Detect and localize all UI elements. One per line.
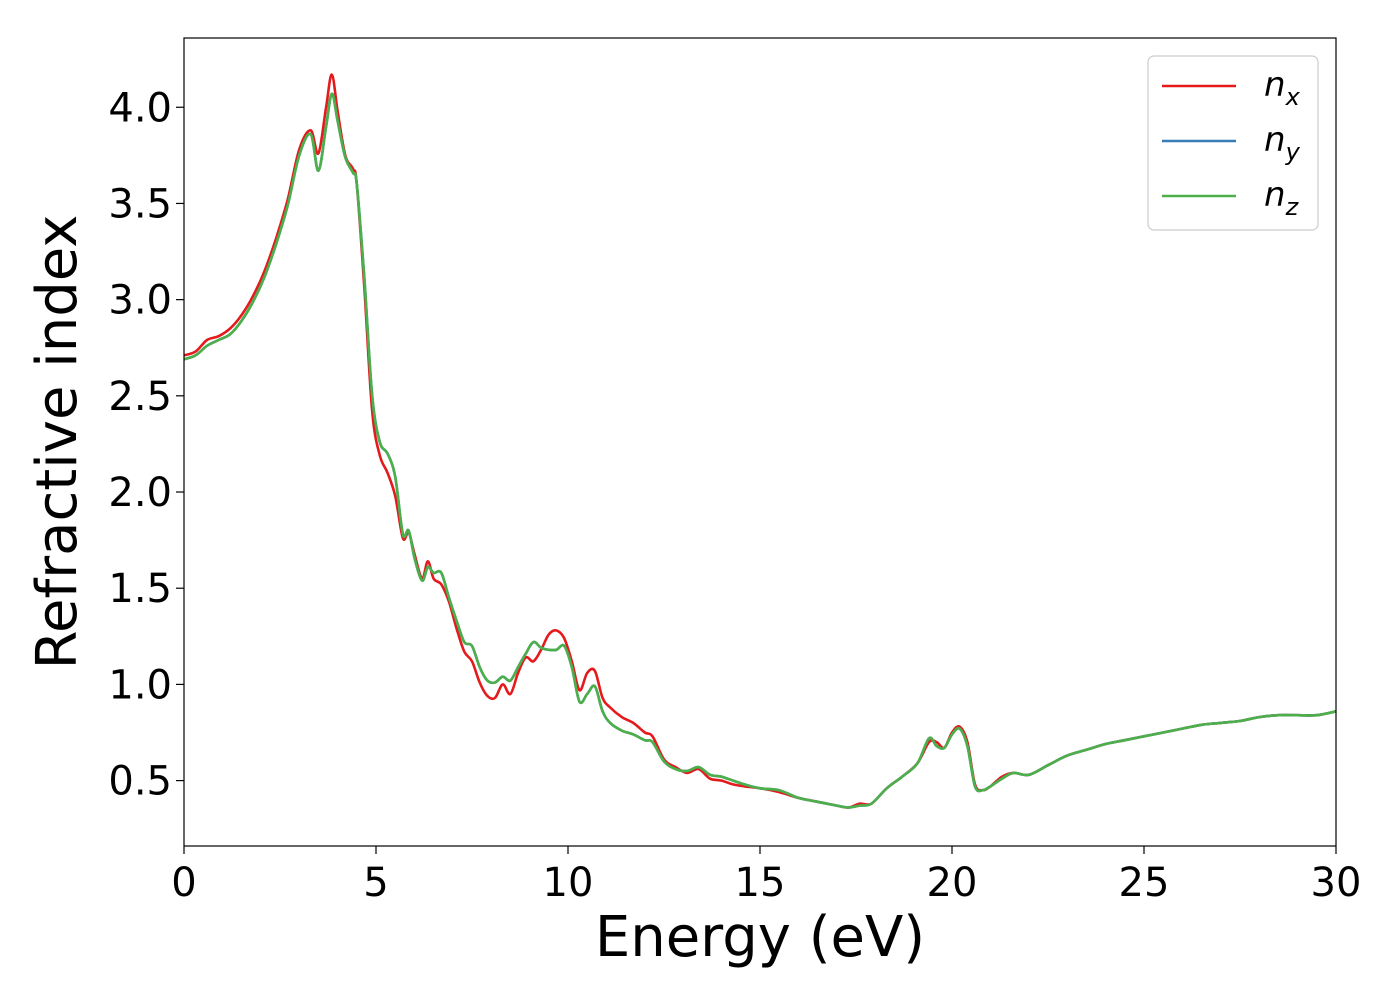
- x-axis-ticks: 0 5 10 15 20 25 30: [171, 846, 1361, 906]
- series-line-nz: [183, 92, 1337, 809]
- x-tick-label: 10: [543, 860, 594, 906]
- x-tick-label: 30: [1311, 860, 1362, 906]
- x-tick-label: 5: [363, 860, 388, 906]
- series-lines: [183, 73, 1337, 809]
- y-tick-label: 3.0: [108, 278, 172, 324]
- legend-entry-nz: nz: [1264, 175, 1300, 221]
- y-tick-label: 1.5: [108, 566, 172, 612]
- y-tick-label: 3.5: [108, 181, 172, 227]
- y-tick-label: 2.5: [108, 374, 172, 420]
- y-axis-ticks: 0.5 1.0 1.5 2.0 2.5 3.0 3.5 4.0: [108, 85, 184, 805]
- x-tick-label: 0: [171, 860, 196, 906]
- x-tick-label: 15: [735, 860, 786, 906]
- y-tick-label: 2.0: [108, 470, 172, 516]
- legend-entry-nx: nx: [1264, 65, 1301, 111]
- legend-box: [1147, 55, 1319, 231]
- x-tick-label: 20: [927, 860, 978, 906]
- y-axis-label: Refractive index: [25, 215, 90, 670]
- legend-entry-ny: ny: [1264, 120, 1301, 166]
- x-axis-label: Energy (eV): [595, 905, 925, 970]
- y-tick-label: 4.0: [108, 85, 172, 131]
- y-tick-label: 1.0: [108, 662, 172, 708]
- x-tick-label: 25: [1119, 860, 1170, 906]
- legend: nx ny nz: [1147, 55, 1319, 231]
- y-tick-label: 0.5: [108, 759, 172, 805]
